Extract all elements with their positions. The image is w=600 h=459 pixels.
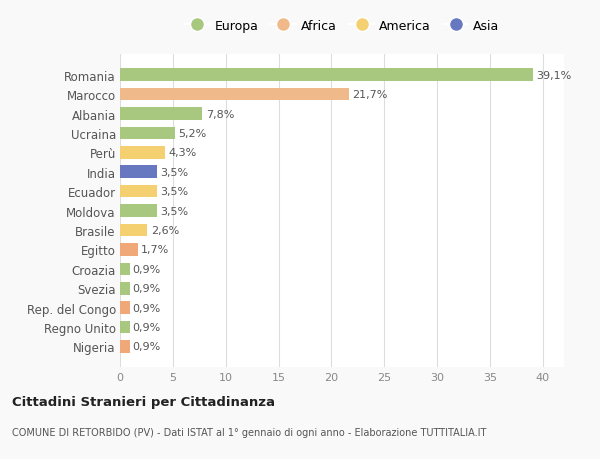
Text: 5,2%: 5,2% [178,129,206,139]
Text: 7,8%: 7,8% [206,109,234,119]
Text: 0,9%: 0,9% [133,322,161,332]
Legend: Europa, Africa, America, Asia: Europa, Africa, America, Asia [179,15,505,38]
Text: 39,1%: 39,1% [536,71,572,80]
Bar [120,166,157,179]
Bar [120,224,148,237]
Bar [120,302,130,314]
Bar [120,263,130,275]
Text: COMUNE DI RETORBIDO (PV) - Dati ISTAT al 1° gennaio di ogni anno - Elaborazione : COMUNE DI RETORBIDO (PV) - Dati ISTAT al… [12,427,487,437]
Text: 3,5%: 3,5% [160,206,188,216]
Text: Cittadini Stranieri per Cittadinanza: Cittadini Stranieri per Cittadinanza [12,395,275,408]
Text: 4,3%: 4,3% [169,148,197,158]
Bar [120,89,349,101]
Text: 1,7%: 1,7% [141,245,169,255]
Text: 0,9%: 0,9% [133,342,161,352]
Bar [120,69,533,82]
Bar [120,147,166,159]
Text: 0,9%: 0,9% [133,284,161,294]
Bar [120,185,157,198]
Text: 2,6%: 2,6% [151,225,179,235]
Bar [120,341,130,353]
Text: 0,9%: 0,9% [133,264,161,274]
Bar [120,321,130,334]
Bar [120,205,157,218]
Bar [120,108,202,121]
Text: 3,5%: 3,5% [160,168,188,177]
Text: 21,7%: 21,7% [353,90,388,100]
Bar [120,282,130,295]
Bar [120,244,138,256]
Text: 3,5%: 3,5% [160,187,188,197]
Bar [120,127,175,140]
Text: 0,9%: 0,9% [133,303,161,313]
